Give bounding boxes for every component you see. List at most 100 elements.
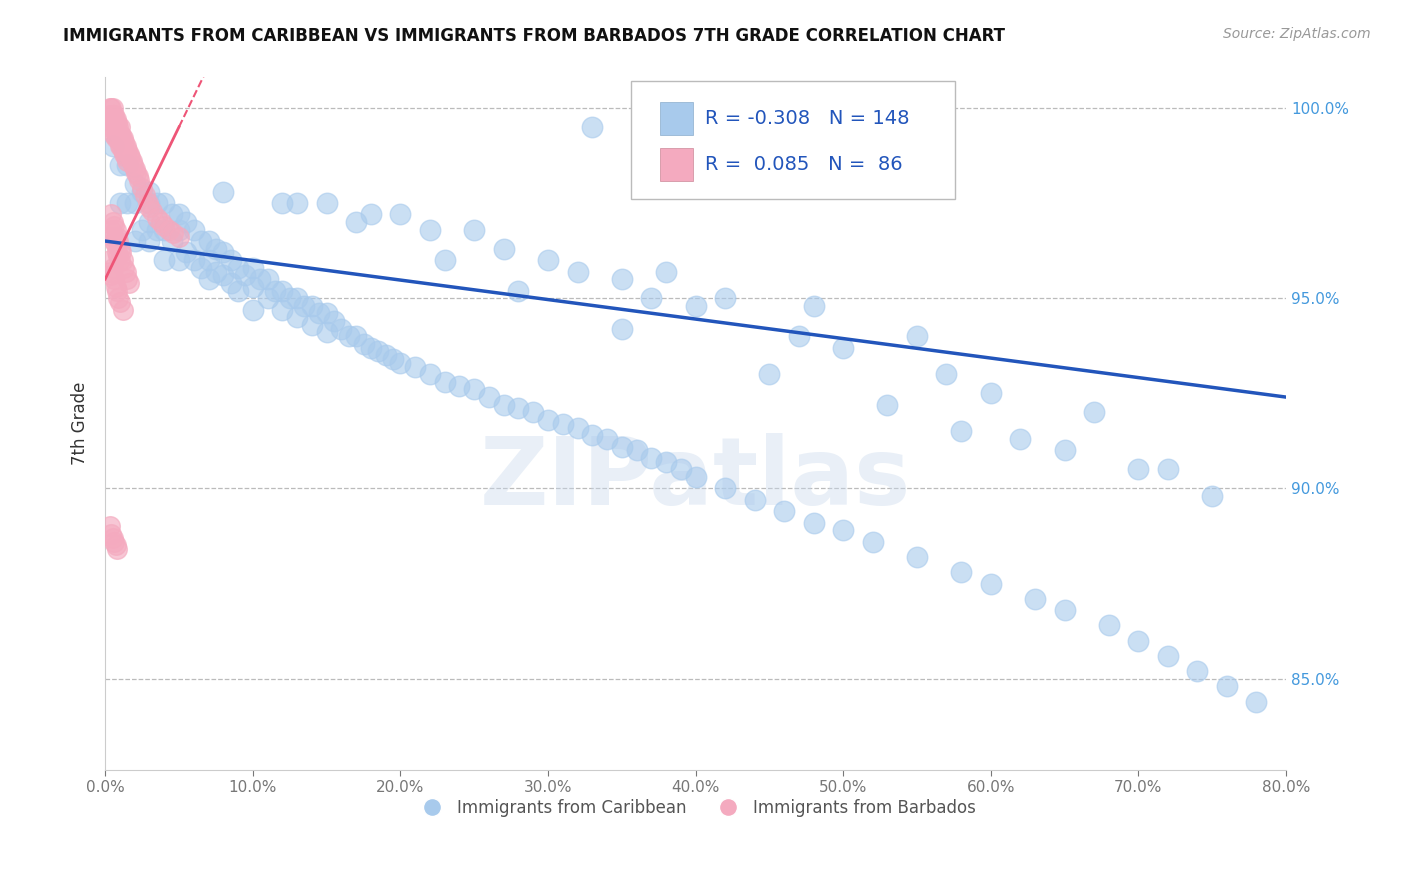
Point (103, 272, 125, 286)
Point (1053, 603, 1076, 617)
Point (100, 108, 122, 122)
Point (112, 135, 135, 149)
Point (141, 203, 163, 218)
Point (522, 405, 544, 419)
Point (100, 222, 122, 236)
Point (146, 196, 169, 211)
Point (567, 264, 589, 278)
Point (160, 207, 183, 221)
Point (104, 279, 127, 293)
Point (353, 336, 375, 351)
Point (183, 222, 205, 236)
Point (714, 482, 737, 496)
Point (374, 348, 396, 362)
Point (744, 492, 766, 507)
Point (596, 432, 619, 446)
Point (117, 272, 139, 286)
Point (581, 428, 603, 442)
Point (1024, 591, 1046, 606)
Point (108, 139, 131, 153)
Point (108, 120, 131, 134)
Point (110, 139, 132, 153)
Point (125, 165, 148, 179)
Point (108, 295, 131, 310)
Point (197, 272, 219, 286)
Point (98, 108, 121, 122)
Point (508, 401, 530, 416)
Point (162, 227, 184, 241)
Point (1157, 648, 1180, 663)
Point (103, 534, 125, 549)
Point (100, 527, 122, 541)
Point (98, 253, 121, 268)
Point (98, 519, 121, 533)
Point (1157, 462, 1180, 476)
Point (862, 177, 884, 191)
Point (153, 219, 176, 233)
Point (655, 455, 678, 469)
Text: R = -0.308   N = 148: R = -0.308 N = 148 (704, 109, 910, 128)
Point (876, 398, 898, 412)
Point (773, 504, 796, 518)
Point (115, 150, 138, 164)
Point (626, 443, 648, 458)
Point (138, 196, 160, 211)
Point (111, 302, 134, 317)
Point (110, 245, 132, 260)
Point (271, 196, 294, 211)
Point (640, 450, 662, 465)
Point (167, 222, 190, 236)
Point (146, 211, 169, 226)
Point (108, 196, 131, 211)
Point (108, 158, 131, 172)
Point (98, 120, 121, 134)
Point (136, 196, 159, 211)
Point (101, 108, 124, 122)
Point (980, 576, 1002, 591)
Point (103, 108, 125, 122)
Point (714, 291, 737, 305)
Point (138, 215, 160, 229)
Point (1083, 405, 1105, 419)
Point (832, 523, 855, 537)
Point (323, 314, 346, 328)
Point (176, 245, 198, 260)
Point (98, 101, 121, 115)
Point (226, 260, 249, 275)
Point (226, 284, 249, 298)
Point (669, 462, 692, 476)
Point (117, 154, 139, 169)
Point (249, 272, 271, 286)
Y-axis label: 7th Grade: 7th Grade (72, 382, 89, 466)
Point (101, 101, 124, 115)
Point (935, 368, 957, 382)
Point (190, 234, 212, 248)
Point (862, 534, 884, 549)
Point (98, 264, 121, 278)
Point (1128, 633, 1150, 648)
Point (219, 253, 242, 268)
Point (131, 222, 153, 236)
Point (803, 299, 825, 313)
Point (101, 139, 124, 153)
Point (242, 302, 264, 317)
Point (389, 356, 412, 370)
Point (382, 351, 405, 366)
Point (905, 329, 928, 343)
Point (205, 242, 228, 256)
Point (308, 306, 330, 320)
Point (787, 158, 810, 172)
Point (219, 276, 242, 290)
Point (1216, 679, 1239, 693)
Point (360, 207, 382, 221)
Point (433, 375, 456, 389)
Point (124, 234, 146, 248)
Point (138, 234, 160, 248)
Point (330, 321, 353, 335)
Point (105, 230, 128, 244)
Point (127, 169, 149, 184)
Point (100, 101, 122, 115)
Point (433, 253, 456, 268)
Point (124, 177, 146, 191)
Point (110, 128, 132, 142)
